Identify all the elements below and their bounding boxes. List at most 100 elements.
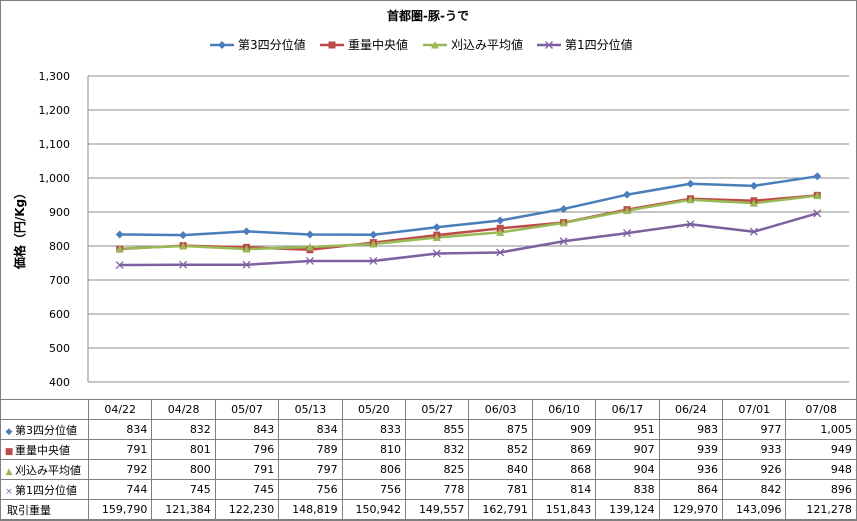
data-point bbox=[559, 204, 568, 213]
table-row: ■ 重量中央値 791 801 796 789 810 832 852 869 907 939 933 9… bbox=[0, 439, 857, 460]
data-point bbox=[369, 257, 378, 265]
legend-marker bbox=[545, 41, 553, 49]
data-label: 792 bbox=[87, 459, 153, 480]
data-label: 833 bbox=[341, 419, 407, 440]
x-tick-label: 06/17 bbox=[595, 399, 660, 420]
data-label: 148,819 bbox=[278, 499, 343, 520]
data-label: 926 bbox=[722, 459, 787, 480]
x-tick-label: 06/24 bbox=[658, 399, 724, 420]
data-point bbox=[496, 224, 504, 232]
data-label: 832 bbox=[405, 439, 470, 460]
series-group bbox=[115, 172, 822, 269]
data-label: 840 bbox=[468, 459, 533, 480]
data-label: 121,384 bbox=[151, 499, 216, 520]
legend-key-triangle-icon: ▲ bbox=[5, 466, 13, 477]
table-row-header: ■ 重量中央値 bbox=[0, 439, 89, 460]
data-label: 162,791 bbox=[468, 499, 533, 520]
x-tick-label: 05/27 bbox=[405, 399, 470, 420]
data-point bbox=[179, 231, 188, 240]
legend-marker bbox=[328, 41, 336, 49]
data-label: 936 bbox=[658, 459, 724, 480]
y-tick-label: 1,100 bbox=[39, 138, 71, 151]
data-label: 843 bbox=[214, 419, 280, 440]
data-point bbox=[179, 242, 188, 250]
data-label: 1,005 bbox=[785, 419, 857, 440]
y-tick-label: 800 bbox=[49, 240, 70, 253]
data-label: 791 bbox=[87, 439, 153, 460]
y-tick-label: 900 bbox=[49, 206, 70, 219]
data-label: 806 bbox=[341, 459, 407, 480]
data-label: 159,790 bbox=[87, 499, 153, 520]
data-label: 896 bbox=[785, 479, 857, 500]
data-label: 151,843 bbox=[531, 499, 597, 520]
data-label: 781 bbox=[468, 479, 533, 500]
data-label: 834 bbox=[87, 419, 153, 440]
data-point bbox=[242, 245, 251, 253]
data-table: 04/22 04/28 05/07 05/13 05/20 05/27 06/03 06/10… bbox=[0, 399, 857, 520]
data-point bbox=[432, 249, 441, 258]
x-tick-label: 04/28 bbox=[151, 399, 216, 420]
data-point bbox=[496, 248, 505, 257]
data-label: 139,124 bbox=[595, 499, 660, 520]
data-point bbox=[686, 220, 695, 229]
y-axis-label: 価格（円/Kg） bbox=[12, 187, 27, 270]
y-tick-label: 700 bbox=[49, 274, 70, 287]
data-point bbox=[749, 199, 758, 207]
y-tick-label: 500 bbox=[49, 342, 70, 355]
data-point bbox=[749, 181, 758, 190]
data-label: 948 bbox=[785, 459, 857, 480]
table-corner-cell bbox=[0, 399, 89, 420]
table-row-header: × 第1四分位値 bbox=[0, 479, 89, 500]
data-label: 825 bbox=[405, 459, 470, 480]
series-line bbox=[119, 175, 818, 237]
table-row-header: ◆ 第3四分位値 bbox=[0, 419, 89, 440]
data-point bbox=[813, 172, 822, 181]
data-point bbox=[623, 190, 632, 199]
data-point bbox=[749, 227, 758, 236]
data-label: 150,942 bbox=[341, 499, 407, 520]
data-label: 864 bbox=[658, 479, 724, 500]
data-label: 933 bbox=[722, 439, 787, 460]
x-tick-label: 07/08 bbox=[785, 399, 857, 420]
series-name: 重量中央値 bbox=[15, 443, 70, 457]
table-row-header: 取引重量 bbox=[0, 499, 89, 520]
data-label: 832 bbox=[151, 419, 216, 440]
y-tick-label: 1,300 bbox=[39, 70, 71, 83]
data-point bbox=[115, 261, 124, 269]
data-label: 869 bbox=[531, 439, 597, 460]
legend-label: 重量中央値 bbox=[348, 37, 408, 52]
data-label: 756 bbox=[278, 479, 343, 500]
data-label: 838 bbox=[595, 479, 660, 500]
x-tick-label: 07/01 bbox=[722, 399, 787, 420]
data-point bbox=[559, 218, 568, 227]
x-tick-label: 05/07 bbox=[214, 399, 280, 420]
series-name: 第1四分位値 bbox=[15, 483, 77, 497]
data-point bbox=[432, 223, 441, 232]
data-label: 875 bbox=[468, 419, 533, 440]
y-tick-label: 1,000 bbox=[39, 172, 71, 185]
series-line bbox=[119, 212, 818, 267]
data-label: 778 bbox=[405, 479, 470, 500]
data-label: 814 bbox=[531, 479, 597, 500]
data-label: 129,970 bbox=[658, 499, 724, 520]
legend: 第3四分位値 重量中央値 刈込み平均値 第1四分位値 bbox=[210, 37, 633, 52]
series-line bbox=[119, 194, 818, 251]
table-row: ◆ 第3四分位値 834 832 843 834 833 855 875 909 951 983 977… bbox=[0, 419, 857, 440]
data-label: 909 bbox=[531, 419, 597, 440]
table-header-row: 04/22 04/28 05/07 05/13 05/20 05/27 06/03 06/10… bbox=[0, 399, 857, 420]
legend-marker bbox=[431, 41, 439, 49]
data-point bbox=[559, 237, 568, 246]
data-label: 800 bbox=[151, 459, 216, 480]
data-label: 797 bbox=[278, 459, 343, 480]
data-label: 951 bbox=[595, 419, 660, 440]
data-label: 122,230 bbox=[214, 499, 280, 520]
data-point bbox=[179, 260, 188, 269]
data-point bbox=[686, 195, 695, 204]
row-name: 取引重量 bbox=[7, 503, 51, 517]
data-label: 834 bbox=[278, 419, 343, 440]
legend-key-diamond-icon: ◆ bbox=[5, 426, 13, 437]
data-point bbox=[305, 243, 314, 251]
data-point bbox=[305, 257, 314, 265]
x-tick-label: 04/22 bbox=[87, 399, 153, 420]
data-label: 789 bbox=[278, 439, 343, 460]
